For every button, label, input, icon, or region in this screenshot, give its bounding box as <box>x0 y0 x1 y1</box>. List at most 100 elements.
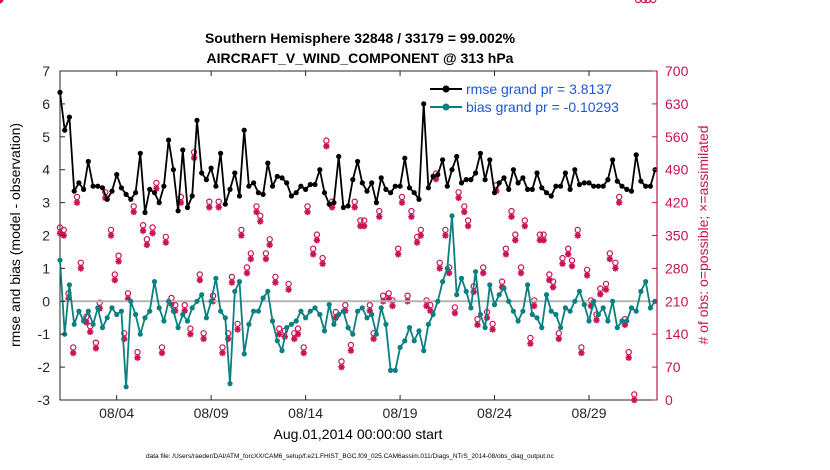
obs-assimilated-marker <box>549 284 557 291</box>
rmse-point <box>614 178 620 184</box>
rmse-point <box>378 175 384 181</box>
rmse-point <box>610 157 616 163</box>
rmse-point <box>416 196 422 202</box>
obs-assimilated-marker <box>215 204 222 211</box>
y-left-tick-label: -2 <box>38 359 51 375</box>
rmse-point <box>288 193 294 199</box>
rmse-point <box>161 183 167 189</box>
rmse-point <box>298 183 304 189</box>
rmse-point <box>553 183 559 189</box>
rmse-point <box>170 167 176 173</box>
obs-assimilated-marker <box>395 251 402 258</box>
obs-assimilated-marker <box>559 260 566 267</box>
bias-point <box>553 311 559 318</box>
legend-rmse-marker <box>442 85 450 93</box>
obs-assimilated-marker <box>521 222 528 230</box>
obs-assimilated-marker <box>310 251 317 258</box>
bias-point <box>118 308 124 314</box>
rmse-point <box>643 183 649 189</box>
y-axis-label-right: # of obs: o=possible; ×=assimilated <box>695 125 711 344</box>
bias-point <box>298 308 304 314</box>
rmse-point <box>293 190 299 196</box>
obs-assimilated-marker <box>266 241 273 249</box>
rmse-point <box>525 186 531 192</box>
rmse-point <box>274 173 280 179</box>
rmse-point <box>99 185 106 191</box>
bias-point <box>279 348 285 354</box>
bias-point <box>269 318 276 324</box>
rmse-point <box>123 191 129 197</box>
obs-assimilated-marker <box>120 335 128 343</box>
bias-point <box>104 315 110 321</box>
bias-point <box>595 311 602 318</box>
legend-rmse-label: rmse grand pr = 3.8137 <box>466 81 612 97</box>
bias-point <box>454 292 460 298</box>
rmse-point <box>411 190 417 196</box>
obs-assimilated-marker <box>313 236 321 244</box>
obs-assimilated-marker <box>228 279 236 286</box>
obs-assimilated-marker <box>111 276 119 284</box>
rmse-point <box>340 204 346 211</box>
obs-assimilated-marker <box>253 208 260 216</box>
bias-point <box>421 348 427 354</box>
rmse-point <box>203 177 209 183</box>
y-left-tick-label: 2 <box>42 228 50 244</box>
x-tick-label: 08/24 <box>477 405 512 421</box>
rmse-point <box>510 167 516 173</box>
rmse-point <box>213 183 219 189</box>
obs-assimilated-marker <box>0 0 4 4</box>
rmse-point <box>473 170 479 176</box>
rmse-point <box>279 175 285 181</box>
bias-point <box>534 315 540 321</box>
obs-assimilated-marker <box>461 208 468 216</box>
bias-point <box>388 367 394 373</box>
obs-assimilated-marker <box>153 185 160 192</box>
rmse-point <box>458 180 465 186</box>
rmse-point <box>151 190 158 196</box>
rmse-point <box>326 201 332 207</box>
rmse-point <box>62 127 68 133</box>
obs-possible-marker <box>634 0 642 4</box>
rmse-point <box>388 190 394 196</box>
rmse-point <box>284 180 290 186</box>
obs-assimilated-marker <box>262 255 270 263</box>
bias-point <box>194 298 200 304</box>
bias-point <box>558 325 564 331</box>
bias-point <box>71 321 77 327</box>
obs-assimilated-marker <box>149 229 156 237</box>
rmse-point <box>265 160 271 166</box>
x-tick-label: 08/09 <box>194 405 229 421</box>
rmse-point <box>430 173 436 179</box>
obs-assimilated-marker <box>578 349 585 357</box>
bias-point <box>166 298 172 304</box>
rmse-point <box>137 150 143 156</box>
y-right-tick-label: 70 <box>665 359 681 375</box>
bias-point <box>336 311 342 318</box>
rmse-point <box>364 188 370 194</box>
obs-assimilated-marker <box>531 302 538 310</box>
y-right-tick-label: 350 <box>665 228 689 244</box>
rmse-point <box>392 183 398 189</box>
bias-point <box>57 257 63 263</box>
obs-assimilated-marker <box>323 142 330 150</box>
bias-point <box>369 311 375 318</box>
y-right-tick-label: 630 <box>665 96 689 112</box>
bias-point <box>444 265 450 271</box>
y-right-tick-label: 420 <box>665 195 689 211</box>
bias-point <box>317 311 323 318</box>
rmse-point <box>66 114 72 120</box>
rmse-point <box>336 153 342 160</box>
bias-point <box>208 298 214 304</box>
obs-assimilated-marker <box>512 236 519 244</box>
rmse-point <box>529 186 535 192</box>
rmse-point <box>350 177 356 183</box>
obs-assimilated-marker <box>455 194 462 202</box>
rmse-point <box>463 177 469 183</box>
rmse-point <box>133 190 139 196</box>
obs-assimilated-marker <box>612 265 619 272</box>
rmse-point <box>241 127 247 133</box>
bias-point <box>501 285 507 291</box>
obs-assimilated-marker <box>294 331 302 338</box>
bias-point <box>222 315 228 321</box>
rmse-point <box>435 172 441 178</box>
